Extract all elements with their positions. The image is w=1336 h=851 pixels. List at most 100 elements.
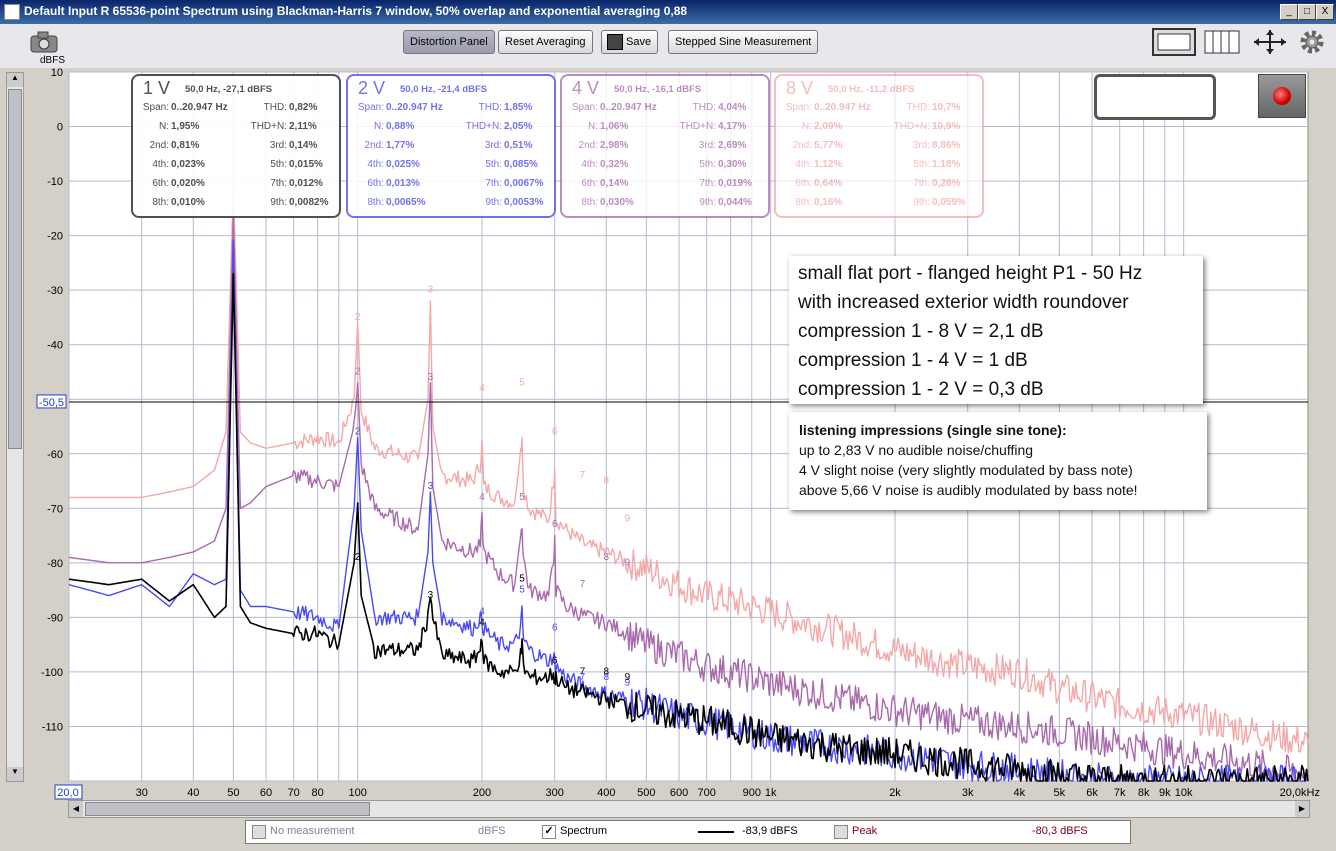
harmonic-label: 8 <box>604 666 610 677</box>
x-tick-label: 400 <box>597 787 615 799</box>
panel-value: 0,0065% <box>386 197 426 208</box>
x-tick-label: 2k <box>889 787 901 799</box>
spectrum-checkbox[interactable]: ✓ <box>542 825 556 839</box>
panel-key: 9th: <box>485 197 502 208</box>
record-button[interactable] <box>1258 74 1306 118</box>
panel-value: 0,28% <box>932 178 961 189</box>
panel-key: 4th: <box>581 159 598 170</box>
panel-value: 1,06% <box>600 121 629 132</box>
panel-peak: 50,0 Hz, -16,1 dBFS <box>614 84 702 95</box>
panel-value: 0,015% <box>289 159 323 170</box>
harmonic-label: 2 <box>355 552 361 563</box>
panel-value: 0,14% <box>600 178 629 189</box>
panel-value: 1,95% <box>171 121 200 132</box>
x-tick-label: 100 <box>348 787 366 799</box>
reset-averaging-button[interactable]: Reset Averaging <box>498 30 593 54</box>
x-tick-label: 80 <box>312 787 324 799</box>
panel-value: 0..20.947 Hz <box>600 102 657 113</box>
gear-icon[interactable] <box>1298 28 1326 56</box>
cursor-value-box <box>36 394 67 409</box>
horizontal-scroll-thumb[interactable] <box>85 802 370 816</box>
x-start-label: 20,0 <box>57 787 78 799</box>
annotation-line: compression 1 - 8 V = 2,1 dB <box>798 321 1044 342</box>
close-button[interactable]: X <box>1316 4 1334 20</box>
harmonic-label: 5 <box>519 574 525 585</box>
panel-value: 0,010% <box>171 197 205 208</box>
distortion-panel-button[interactable]: Distortion Panel <box>403 30 495 54</box>
app-icon <box>4 4 20 20</box>
panel-value: 0,020% <box>171 178 205 189</box>
x-tick-label: 9k <box>1159 787 1171 799</box>
status-display <box>1094 74 1216 120</box>
harmonic-label: 5 <box>519 492 525 503</box>
panel-value: 0,023% <box>171 159 205 170</box>
horizontal-scrollbar[interactable]: ◀ ▶ <box>68 800 1310 818</box>
panel-value: 2,98% <box>600 140 629 151</box>
harmonic-label: 7 <box>580 470 586 481</box>
panel-value: 10,9% <box>932 121 961 132</box>
vertical-scroll-thumb[interactable] <box>8 89 22 449</box>
panel-value: 0..20.947 Hz <box>814 102 871 113</box>
scroll-right-arrow[interactable]: ▶ <box>1295 801 1309 817</box>
save-button[interactable]: Save <box>601 30 659 54</box>
minimize-button[interactable]: _ <box>1280 4 1298 20</box>
annotation-listening: listening impressions (single sine tone)… <box>789 412 1207 510</box>
x-tick-label: 10k <box>1175 787 1193 799</box>
grid-view-icon[interactable] <box>1204 28 1240 56</box>
panel-value: 0,82% <box>289 102 318 113</box>
resize-arrows-icon[interactable] <box>1252 28 1288 56</box>
panel-key: 6th: <box>581 178 598 189</box>
no-measurement-checkbox[interactable] <box>252 825 266 839</box>
title-bar: Default Input R 65536-point Spectrum usi… <box>0 0 1336 24</box>
listening-line: above 5,66 V noise is audibly modulated … <box>799 482 1138 498</box>
harmonic-label: 9 <box>625 677 631 688</box>
panel-value: 1,77% <box>386 140 415 151</box>
y-tick-label: -10 <box>47 176 63 188</box>
annotation-main: small flat port - flanged height P1 - 50… <box>789 256 1203 404</box>
peak-value: -80,3 dBFS <box>1032 825 1088 837</box>
spectrum-line-swatch <box>698 831 734 833</box>
panel-value: 0,019% <box>718 178 752 189</box>
harmonic-label: 4 <box>479 383 485 394</box>
panel-value: 1,18% <box>932 159 961 170</box>
panel-value: 0,81% <box>171 140 200 151</box>
scroll-left-arrow[interactable]: ◀ <box>69 801 83 817</box>
trace-8v <box>69 185 1309 754</box>
harmonic-label: 6 <box>552 655 558 666</box>
harmonic-label: 6 <box>552 426 558 437</box>
panel-key: Span: <box>571 102 598 113</box>
panel-value: 1,85% <box>504 102 533 113</box>
panel-value: 0,14% <box>289 140 318 151</box>
harmonic-label: 7 <box>580 666 586 677</box>
harmonic-label: 9 <box>625 672 631 683</box>
panel-key: N: <box>159 121 169 132</box>
peak-checkbox[interactable] <box>834 825 848 839</box>
annotation-line: compression 1 - 2 V = 0,3 dB <box>798 379 1044 400</box>
stepped-sine-button[interactable]: Stepped Sine Measurement <box>668 30 819 54</box>
panel-key: 3rd: <box>912 140 930 151</box>
panel-value: 0..20.947 Hz <box>386 102 443 113</box>
camera-icon[interactable] <box>28 28 60 56</box>
y-tick-label: -60 <box>47 449 63 461</box>
scroll-down-arrow[interactable]: ▼ <box>7 767 23 781</box>
panel-key: 7th: <box>699 178 716 189</box>
maximize-button[interactable]: □ <box>1298 4 1316 20</box>
panel-peak: 50,0 Hz, -21,4 dBFS <box>400 84 488 95</box>
harmonic-label: 4 <box>479 617 485 628</box>
panel-key: Span: <box>357 102 384 113</box>
scroll-up-arrow[interactable]: ▲ <box>7 73 23 87</box>
vertical-scrollbar[interactable]: ▲ ▼ <box>6 72 24 782</box>
panel-value: 0,030% <box>600 197 634 208</box>
harmonic-label: 7 <box>580 672 586 683</box>
panel-key: 6th: <box>795 178 812 189</box>
harmonic-label: 5 <box>519 585 525 596</box>
fit-window-icon[interactable] <box>1152 28 1196 56</box>
panel-value: 2,11% <box>289 121 317 132</box>
y-tick-label: -40 <box>47 340 63 352</box>
panel-key: 8th: <box>581 197 598 208</box>
panel-key: 9th: <box>699 197 716 208</box>
x-tick-label: 6k <box>1086 787 1098 799</box>
panel-key: 2nd: <box>792 140 812 151</box>
harmonic-label: 6 <box>552 519 558 530</box>
